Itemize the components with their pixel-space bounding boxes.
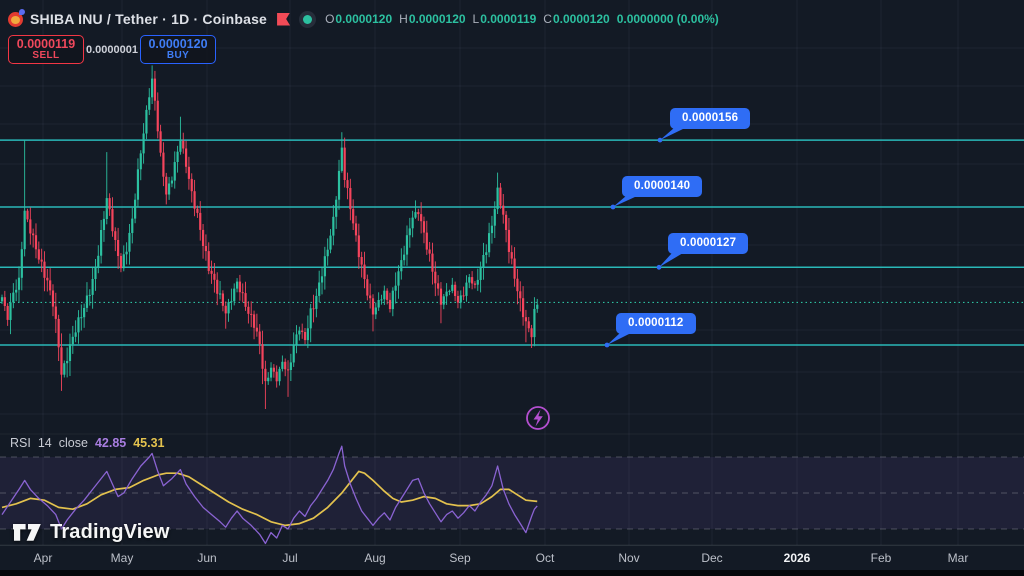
price-level-label[interactable]: 0.0000127: [668, 233, 749, 254]
market-status-icon[interactable]: [299, 10, 317, 28]
time-axis-label: Jun: [197, 551, 217, 565]
indicator-period: 14: [37, 436, 52, 450]
time-axis-label: Oct: [535, 551, 555, 565]
time-axis-label: Sep: [449, 551, 471, 565]
chart-header: SHIBA INU / Tether · 1D · Coinbase O 0.00…: [8, 8, 719, 29]
ohlc-readout: O 0.0000120 H 0.0000120 L 0.0000119 C 0.0000…: [325, 12, 719, 26]
time-axis-label: Aug: [364, 551, 386, 565]
ohlc-open-value: 0.0000120: [335, 12, 393, 26]
rsi-current-value: 42.85: [94, 436, 127, 450]
ohlc-low-value: 0.0000119: [480, 12, 537, 26]
shiba-coin-logo-icon: [8, 8, 25, 27]
buy-price: 0.0000120: [148, 36, 208, 51]
indicator-legend[interactable]: RSI 14 close 42.85 45.31: [10, 436, 165, 450]
buy-label: BUY: [166, 49, 190, 61]
sell-button[interactable]: 0.0000119 SELL: [8, 35, 84, 64]
indicator-name: RSI: [10, 436, 31, 450]
tradingview-logo-text: TradingView: [50, 521, 170, 543]
tradingview-watermark[interactable]: TradingView: [12, 521, 170, 544]
symbol-title[interactable]: SHIBA INU / Tether · 1D · Coinbase: [30, 11, 268, 27]
buy-button[interactable]: 0.0000120 BUY: [140, 35, 216, 64]
time-axis-label: Nov: [618, 551, 640, 565]
ohlc-close-label: C: [543, 12, 552, 26]
time-axis[interactable]: Apr May Jun Jul Aug Sep Oct Nov Dec 2026 Feb Mar: [0, 545, 1024, 571]
order-widget: 0.0000119 SELL 0.0000001 0.0000120 BUY: [8, 35, 216, 64]
sell-label: SELL: [32, 49, 60, 61]
time-axis-label: Dec: [701, 551, 723, 565]
indicator-source: close: [58, 436, 88, 450]
sell-price: 0.0000119: [16, 36, 76, 51]
ohlc-low-label: L: [472, 12, 480, 26]
ohlc-close-value: 0.0000120: [552, 12, 610, 26]
time-axis-label: May: [110, 551, 134, 565]
price-level-label[interactable]: 0.0000112: [616, 313, 696, 334]
flag-icon[interactable]: [277, 12, 291, 26]
time-axis-label: Apr: [33, 551, 53, 565]
price-level-label[interactable]: 0.0000140: [622, 176, 703, 197]
window-bottom-edge: [0, 570, 1024, 576]
time-axis-label: Mar: [947, 551, 969, 565]
ohlc-change-value: 0.0000000 (0.00%): [616, 12, 719, 26]
time-axis-label: Feb: [870, 551, 892, 565]
spread-value: 0.0000001: [86, 43, 138, 56]
ohlc-high-value: 0.0000120: [408, 12, 466, 26]
rsi-ma-current-value: 45.31: [133, 436, 165, 450]
time-axis-label: Jul: [282, 551, 298, 565]
ohlc-open-label: O: [325, 12, 335, 26]
ohlc-high-label: H: [399, 12, 408, 26]
tradingview-logo-icon: [13, 524, 41, 541]
time-axis-label: 2026: [783, 551, 811, 565]
price-level-label[interactable]: 0.0000156: [670, 108, 751, 129]
